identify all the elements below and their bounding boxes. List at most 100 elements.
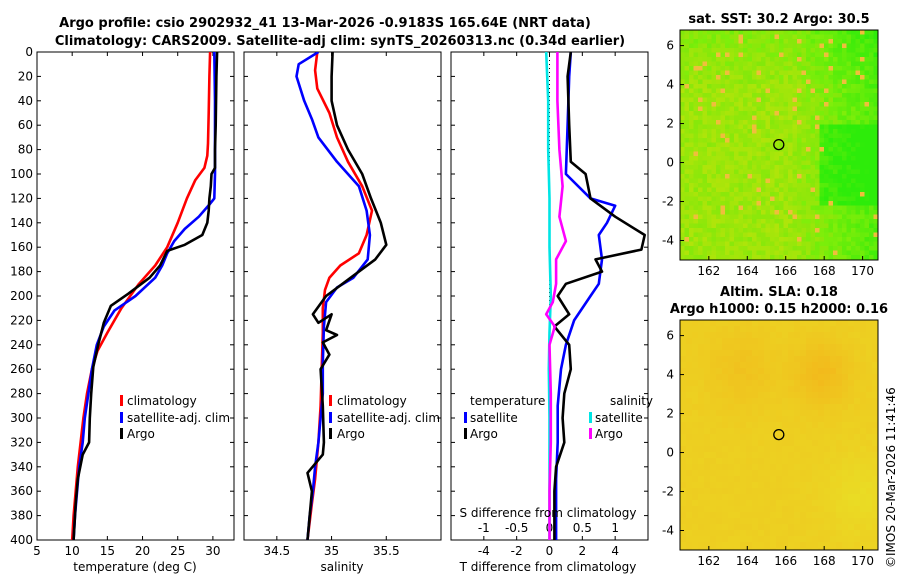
sla-cell xyxy=(752,464,759,471)
sst-cell xyxy=(729,115,735,121)
sla-cell xyxy=(692,428,699,435)
sst-cell xyxy=(761,39,766,44)
sst-cell xyxy=(864,75,870,80)
sst-cell xyxy=(720,214,726,220)
sst-cell xyxy=(747,88,753,94)
sst-cell xyxy=(810,129,816,134)
sla-cell xyxy=(776,500,783,507)
sst-cell xyxy=(779,151,784,157)
sla-cell xyxy=(800,332,807,339)
sst-cell xyxy=(779,84,784,89)
sst-cell xyxy=(725,48,730,53)
sst-cell xyxy=(761,192,766,197)
sst-cell xyxy=(747,250,753,256)
sst-cell xyxy=(855,241,861,247)
sst-cell xyxy=(725,156,730,161)
sst-cell xyxy=(824,75,829,80)
sst-cell xyxy=(707,120,712,125)
sla-cell xyxy=(818,398,825,405)
sst-cell xyxy=(783,52,789,58)
sst-cell xyxy=(770,205,775,211)
sst-cell xyxy=(788,237,793,242)
sst-cell xyxy=(833,219,838,224)
sla-cell xyxy=(686,350,693,357)
sla-cell xyxy=(800,530,807,537)
sla-cell xyxy=(800,440,807,447)
sst-cell xyxy=(734,43,739,49)
sst-cell xyxy=(716,246,721,251)
sla-cell xyxy=(710,524,717,531)
sst-cell xyxy=(860,138,865,143)
sst-cell xyxy=(747,66,753,71)
sla-cell xyxy=(860,410,867,417)
sst-cell xyxy=(792,129,798,134)
sst-cell xyxy=(869,174,874,179)
sst-cell xyxy=(734,160,739,166)
sla-cell xyxy=(794,338,801,345)
sst-cell xyxy=(774,142,780,148)
sst-cell xyxy=(729,66,735,71)
sst-cell xyxy=(680,88,685,94)
sst-cell xyxy=(837,169,843,175)
y-tick-label: 260 xyxy=(10,362,33,376)
sst-cell xyxy=(680,102,685,107)
sst-cell xyxy=(774,214,780,220)
sst-cell xyxy=(693,133,699,139)
sst-cell xyxy=(788,129,793,134)
sla-cell xyxy=(704,428,711,435)
sst-cell xyxy=(815,129,820,134)
sst-cell xyxy=(752,187,757,193)
sst-cell xyxy=(842,115,847,121)
sla-cell xyxy=(830,464,837,471)
sla-cell xyxy=(734,344,741,351)
sst-cell xyxy=(707,147,712,152)
sst-cell xyxy=(684,34,690,40)
sla-cell xyxy=(860,338,867,345)
x-tick-label: -2 xyxy=(511,544,523,558)
sst-cell xyxy=(774,102,780,107)
sst-cell xyxy=(815,138,820,143)
sla-cell xyxy=(848,326,855,333)
sla-cell xyxy=(782,530,789,537)
sst-cell xyxy=(761,255,766,260)
sst-cell xyxy=(828,120,834,125)
sla-cell xyxy=(872,368,878,375)
sst-cell xyxy=(806,43,811,49)
sst-cell xyxy=(711,70,717,76)
sst-cell xyxy=(774,237,780,242)
sst-cell xyxy=(788,192,793,197)
sla-cell xyxy=(758,326,765,333)
sst-cell xyxy=(779,142,784,148)
sst-cell xyxy=(851,115,856,121)
sst-cell xyxy=(806,187,811,193)
sla-cell xyxy=(824,386,831,393)
sst-cell xyxy=(837,39,843,44)
sla-cell xyxy=(806,386,813,393)
sst-cell xyxy=(770,255,775,260)
sst-cell xyxy=(698,106,703,112)
sst-cell xyxy=(860,147,865,152)
sst-cell xyxy=(801,192,807,197)
sst-cell xyxy=(702,187,708,193)
sst-cell xyxy=(797,88,802,94)
sst-cell xyxy=(797,48,802,53)
sst-cell xyxy=(797,138,802,143)
sla-cell xyxy=(680,362,687,369)
sst-cell xyxy=(851,246,856,251)
sst-cell xyxy=(833,192,838,197)
sla-cell xyxy=(710,458,717,465)
sst-cell xyxy=(734,165,739,170)
sst-cell xyxy=(747,156,753,161)
sst-cell xyxy=(837,255,843,260)
sst-cell xyxy=(729,147,735,152)
sla-cell xyxy=(704,476,711,483)
sst-cell xyxy=(806,196,811,202)
sst-cell xyxy=(846,75,852,80)
sla-cell xyxy=(824,452,831,459)
sst-cell xyxy=(752,205,757,211)
sla-cell xyxy=(866,518,873,525)
sla-cell xyxy=(866,428,873,435)
sla-cell xyxy=(764,506,771,513)
sla-cell xyxy=(866,392,873,399)
sla-cell xyxy=(830,380,837,387)
